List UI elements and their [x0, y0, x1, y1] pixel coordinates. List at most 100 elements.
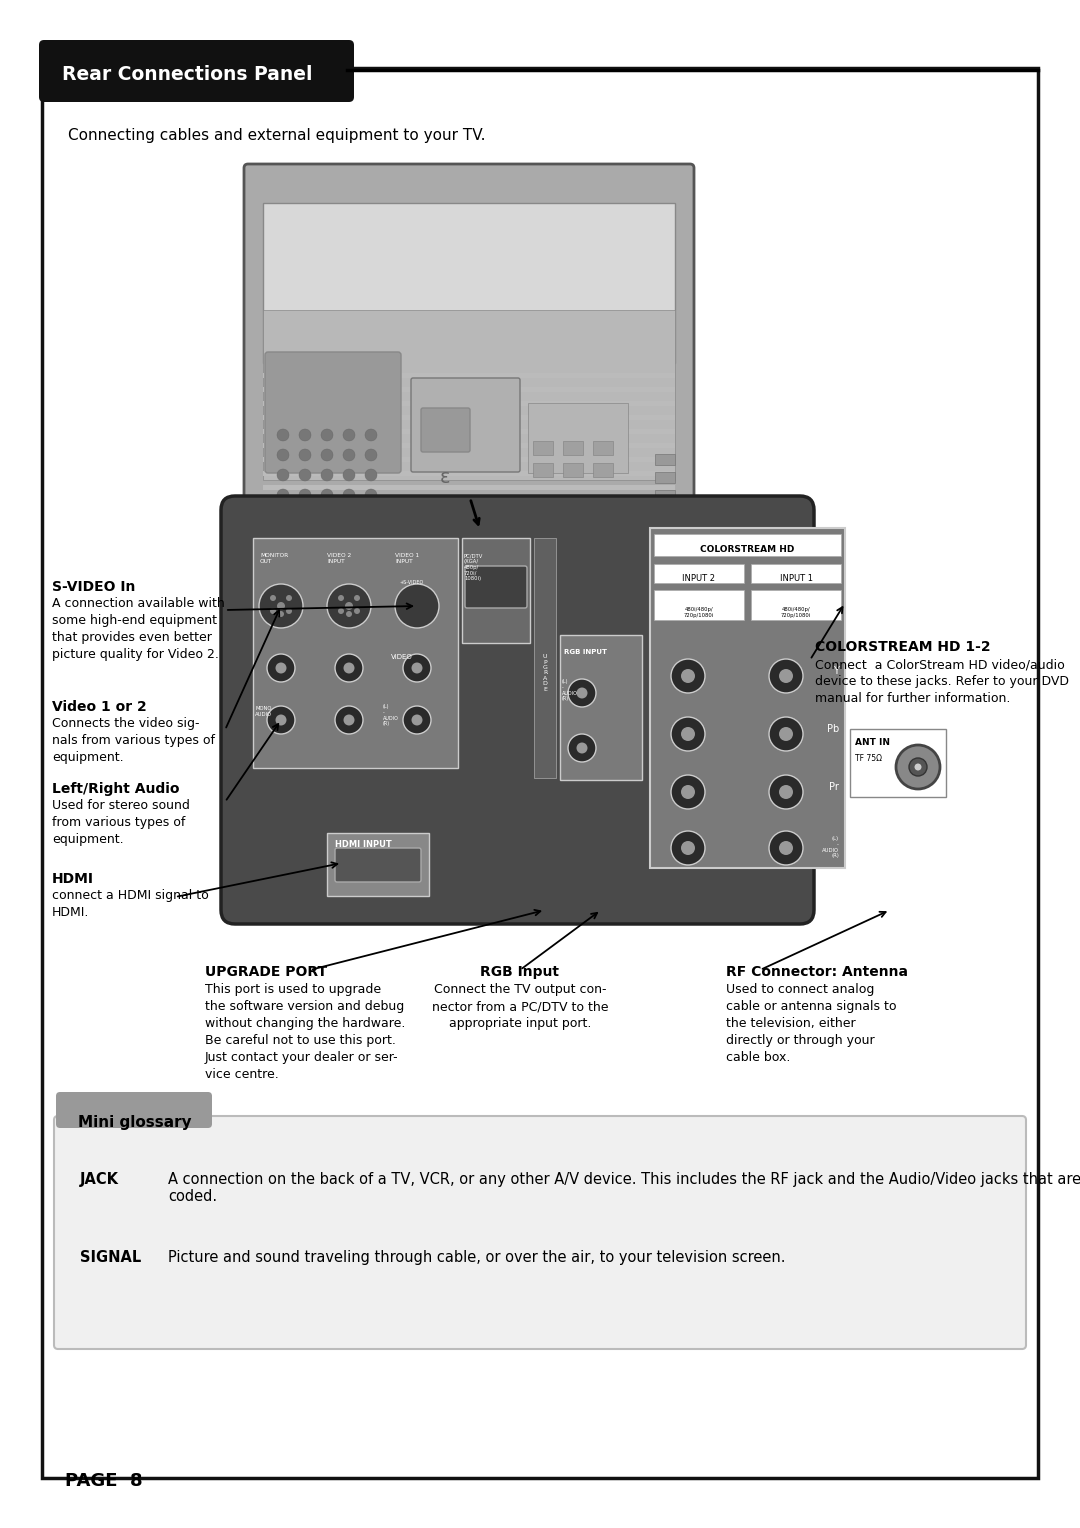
Circle shape: [276, 469, 289, 481]
Bar: [654, 564, 744, 584]
Bar: [654, 490, 675, 501]
FancyBboxPatch shape: [56, 1093, 212, 1128]
Circle shape: [343, 469, 355, 481]
Circle shape: [779, 785, 793, 799]
Circle shape: [769, 717, 804, 750]
Bar: [654, 507, 675, 520]
Bar: [593, 442, 613, 455]
Circle shape: [299, 469, 311, 481]
Circle shape: [909, 758, 927, 776]
FancyBboxPatch shape: [39, 40, 354, 102]
Circle shape: [354, 594, 360, 601]
Circle shape: [365, 489, 377, 501]
Circle shape: [345, 602, 353, 610]
Bar: [850, 729, 946, 798]
Circle shape: [681, 669, 696, 683]
Circle shape: [681, 727, 696, 741]
Text: INPUT 1: INPUT 1: [780, 575, 812, 584]
Text: VIDEO 2
INPUT: VIDEO 2 INPUT: [327, 553, 351, 564]
Circle shape: [299, 429, 311, 442]
Text: U
P
G
R
A
D
E: U P G R A D E: [542, 654, 548, 692]
Circle shape: [275, 663, 286, 674]
Circle shape: [671, 659, 705, 694]
Circle shape: [365, 449, 377, 461]
Text: PC/DTV
(XGA/
480p/
720i/
1080i): PC/DTV (XGA/ 480p/ 720i/ 1080i): [464, 553, 484, 581]
Circle shape: [354, 608, 360, 614]
Circle shape: [276, 429, 289, 442]
Circle shape: [338, 608, 345, 614]
Bar: [534, 538, 556, 778]
Text: INPUT 2: INPUT 2: [683, 575, 715, 584]
Bar: [264, 484, 675, 490]
Bar: [264, 387, 675, 393]
Bar: [563, 442, 583, 455]
Text: Picture and sound traveling through cable, or over the air, to your television s: Picture and sound traveling through cabl…: [168, 1250, 785, 1265]
Text: S-VIDEO In: S-VIDEO In: [52, 581, 135, 594]
Text: +S-VIDEO: +S-VIDEO: [399, 581, 423, 585]
Circle shape: [568, 678, 596, 707]
Text: 480i/480p/
720p/1080i: 480i/480p/ 720p/1080i: [781, 607, 811, 617]
Circle shape: [267, 706, 295, 733]
Circle shape: [343, 449, 355, 461]
Text: VIDEO: VIDEO: [391, 654, 413, 660]
Bar: [534, 442, 553, 455]
FancyBboxPatch shape: [421, 408, 470, 452]
Circle shape: [299, 489, 311, 501]
Text: This port is used to upgrade
the software version and debug
without changing the: This port is used to upgrade the softwar…: [205, 983, 405, 1080]
Text: (L)
-
AUDIO
(R): (L) - AUDIO (R): [822, 836, 839, 859]
Bar: [563, 463, 583, 477]
Circle shape: [270, 608, 276, 614]
Circle shape: [568, 733, 596, 762]
Circle shape: [403, 706, 431, 733]
Circle shape: [779, 727, 793, 741]
Bar: [264, 203, 675, 364]
Text: ε: ε: [440, 468, 450, 487]
Text: Connects the video sig-
nals from various types of
equipment.: Connects the video sig- nals from variou…: [52, 717, 215, 764]
Bar: [528, 403, 627, 474]
Text: Pb: Pb: [827, 724, 839, 733]
Text: Rear Connections Panel: Rear Connections Panel: [62, 66, 312, 84]
Circle shape: [769, 659, 804, 694]
Text: COLORSTREAM HD 1-2: COLORSTREAM HD 1-2: [815, 640, 990, 654]
Text: PAGE  8: PAGE 8: [65, 1471, 143, 1490]
Text: A connection on the back of a TV, VCR, or any other A/V device. This includes th: A connection on the back of a TV, VCR, o…: [168, 1172, 1080, 1204]
Text: RF Connector: Antenna: RF Connector: Antenna: [726, 966, 908, 979]
Circle shape: [299, 449, 311, 461]
FancyBboxPatch shape: [335, 848, 421, 882]
Bar: [264, 457, 675, 461]
Circle shape: [915, 764, 921, 770]
Bar: [264, 471, 675, 477]
Circle shape: [365, 429, 377, 442]
Text: Mini glossary: Mini glossary: [78, 1115, 191, 1131]
FancyBboxPatch shape: [244, 515, 314, 614]
Circle shape: [286, 594, 292, 601]
Circle shape: [267, 654, 295, 681]
FancyBboxPatch shape: [221, 497, 814, 924]
Text: HDMI: HDMI: [52, 872, 94, 886]
Bar: [264, 400, 675, 406]
Circle shape: [338, 594, 345, 601]
Circle shape: [343, 663, 354, 674]
Text: A connection available with
some high-end equipment
that provides even better
pi: A connection available with some high-en…: [52, 597, 225, 662]
Circle shape: [321, 489, 333, 501]
Bar: [654, 590, 744, 620]
Circle shape: [681, 840, 696, 856]
Circle shape: [403, 654, 431, 681]
Bar: [253, 538, 458, 769]
Bar: [534, 463, 553, 477]
Circle shape: [411, 715, 422, 726]
Circle shape: [577, 688, 588, 698]
Bar: [650, 529, 845, 868]
Text: TF 75Ω: TF 75Ω: [855, 753, 882, 762]
Circle shape: [411, 663, 422, 674]
Circle shape: [276, 602, 285, 610]
Circle shape: [335, 654, 363, 681]
Text: connect a HDMI signal to
HDMI.: connect a HDMI signal to HDMI.: [52, 889, 208, 918]
Bar: [264, 416, 675, 420]
Circle shape: [395, 584, 438, 628]
Text: Connect  a ColorStream HD video/audio
device to these jacks. Refer to your DVD
m: Connect a ColorStream HD video/audio dev…: [815, 659, 1069, 704]
Bar: [561, 636, 642, 779]
Circle shape: [769, 831, 804, 865]
Circle shape: [278, 611, 284, 617]
Bar: [751, 564, 841, 584]
